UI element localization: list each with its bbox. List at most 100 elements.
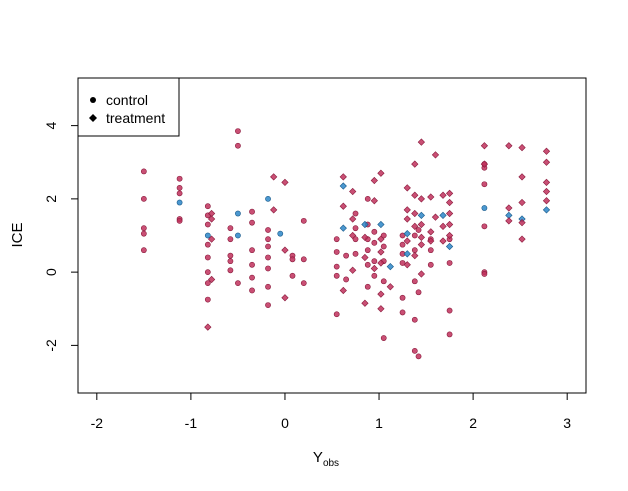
- treatment-point: [445, 231, 454, 240]
- y-axis-label: ICE: [9, 222, 26, 247]
- treatment-point: [427, 237, 435, 245]
- control-point: [249, 274, 255, 281]
- treatment-point: [445, 198, 454, 207]
- treatment-point: [281, 178, 289, 187]
- control-point: [265, 227, 271, 233]
- treatment-point: [431, 151, 440, 159]
- x-axis: -2 -1 0 1 2 3: [91, 392, 571, 431]
- control-point: [249, 219, 255, 226]
- control-point: [204, 254, 211, 261]
- control-point: [204, 280, 211, 287]
- control-point: [371, 258, 378, 265]
- control-point: [352, 250, 359, 257]
- treatment-point: [518, 235, 526, 243]
- control-point: [371, 239, 378, 246]
- control-point: [265, 302, 271, 308]
- control-point: [176, 217, 183, 224]
- control-point: [265, 236, 271, 243]
- legend-label-treatment: treatment: [106, 110, 165, 126]
- treatment-point: [417, 138, 425, 146]
- treatment-point: [204, 323, 212, 331]
- x-tick-label: -2: [91, 415, 104, 431]
- legend-label-control: control: [106, 92, 148, 108]
- control-point: [380, 243, 387, 250]
- treatment-point: [386, 263, 394, 271]
- treatment-point: [542, 206, 551, 214]
- control-point: [399, 232, 406, 239]
- control-point: [364, 247, 371, 254]
- treatment-point: [445, 209, 454, 218]
- control-point: [140, 168, 147, 175]
- control-point: [481, 205, 488, 211]
- control-point: [204, 221, 211, 228]
- x-tick-label: 3: [563, 415, 571, 431]
- treatment-point: [339, 286, 347, 295]
- treatment-point: [403, 237, 411, 245]
- control-point: [265, 254, 271, 261]
- treatment-point: [349, 266, 357, 274]
- control-point: [415, 353, 422, 360]
- control-point: [415, 289, 422, 296]
- treatment-point: [349, 231, 357, 240]
- control-point: [204, 203, 211, 210]
- treatment-point: [505, 217, 513, 225]
- control-point: [352, 236, 359, 243]
- treatment-point: [427, 228, 435, 236]
- treatment-point: [417, 241, 425, 249]
- control-point: [204, 241, 211, 248]
- control-point: [371, 272, 378, 279]
- treatment-point: [270, 173, 278, 181]
- treatment-point: [411, 209, 419, 218]
- control-point: [364, 261, 371, 268]
- control-point: [249, 261, 255, 268]
- control-point: [399, 241, 406, 248]
- x-tick-label: 0: [281, 415, 289, 431]
- treatment-point: [377, 290, 385, 298]
- control-point: [343, 276, 350, 283]
- control-point: [446, 260, 453, 266]
- treatment-point: [361, 220, 369, 229]
- control-point: [411, 347, 418, 354]
- x-tick-label: 1: [375, 415, 383, 431]
- control-point: [380, 232, 387, 239]
- treatment-point: [386, 283, 394, 291]
- treatment-point: [439, 191, 447, 199]
- treatment-point: [377, 235, 385, 243]
- treatment-point: [370, 197, 378, 205]
- treatment-point: [361, 253, 369, 262]
- treatment-point: [281, 246, 289, 254]
- control-point: [364, 283, 371, 290]
- control-point: [140, 247, 147, 254]
- treatment-point: [505, 204, 513, 212]
- control-point: [235, 210, 241, 217]
- control-point: [235, 232, 241, 239]
- treatment-point: [518, 219, 526, 227]
- treatment-point: [281, 294, 289, 302]
- control-point: [204, 296, 211, 303]
- y-tick-label: 4: [43, 122, 59, 130]
- control-point: [364, 195, 371, 202]
- control-point: [446, 331, 453, 338]
- control-point: [399, 260, 406, 266]
- treatment-point: [518, 198, 526, 207]
- treatment-point: [370, 176, 378, 185]
- control-point: [333, 311, 340, 318]
- control-point: [352, 210, 359, 217]
- control-point: [481, 271, 488, 277]
- treatment-point: [370, 264, 378, 273]
- legend-box: [77, 77, 180, 137]
- control-point: [300, 256, 307, 263]
- control-point: [265, 283, 271, 290]
- x-axis-label-main: Y: [313, 449, 323, 466]
- treatment-point: [403, 184, 411, 192]
- treatment-point: [361, 299, 369, 307]
- legend-circle-marker: [90, 97, 96, 103]
- control-point: [427, 261, 434, 268]
- control-point: [265, 195, 271, 202]
- treatment-point: [411, 252, 419, 260]
- treatment-point: [377, 169, 385, 177]
- control-point: [481, 181, 488, 188]
- treatment-point: [207, 215, 216, 223]
- treatment-point: [417, 211, 425, 219]
